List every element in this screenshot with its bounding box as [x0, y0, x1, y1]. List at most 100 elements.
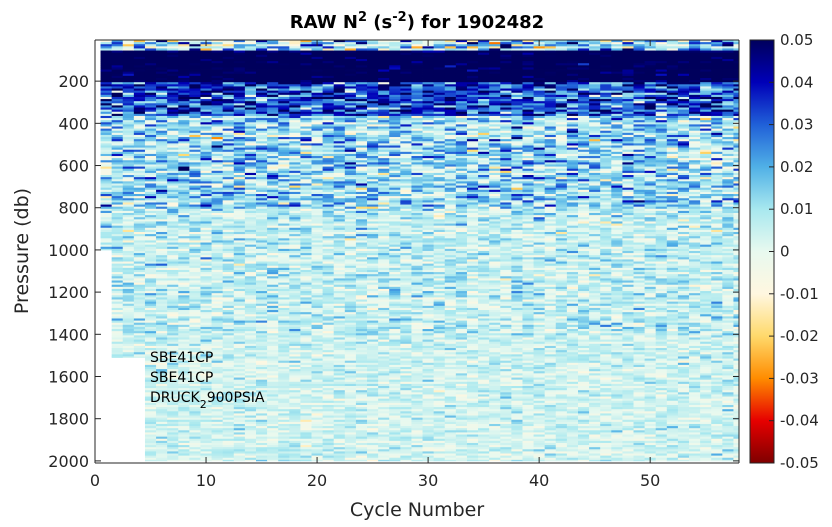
- heatmap-cell: [267, 107, 279, 111]
- heatmap-cell: [122, 250, 135, 254]
- heatmap-cell: [200, 80, 212, 83]
- heatmap-cell: [278, 75, 290, 79]
- heatmap-cell: [156, 172, 168, 176]
- heatmap-cell: [244, 219, 257, 222]
- heatmap-cell: [233, 109, 246, 113]
- heatmap-cell: [156, 386, 168, 389]
- heatmap-cell: [178, 286, 190, 290]
- heatmap-cell: [111, 115, 124, 119]
- heatmap-cell: [256, 274, 268, 277]
- heatmap-cell: [100, 75, 113, 79]
- heatmap-cell: [100, 52, 113, 56]
- heatmap-cell: [256, 259, 268, 262]
- heatmap-cell: [200, 447, 212, 450]
- heatmap-cell: [122, 147, 135, 151]
- heatmap-cell: [167, 172, 179, 176]
- heatmap-cell: [200, 413, 212, 416]
- heatmap-cell: [144, 101, 157, 104]
- heatmap-cell: [267, 130, 279, 134]
- heatmap-cell: [267, 246, 279, 250]
- heatmap-cell: [167, 263, 179, 267]
- heatmap-cell: [144, 73, 157, 77]
- heatmap-cell: [178, 354, 190, 357]
- heatmap-cell: [278, 115, 290, 119]
- heatmap-cell: [144, 137, 157, 140]
- heatmap-cell: [133, 335, 146, 338]
- heatmap-cell: [189, 438, 201, 442]
- heatmap-cell: [233, 286, 246, 290]
- heatmap-cell: [256, 295, 268, 298]
- heatmap-cell: [222, 113, 235, 117]
- heatmap-cell: [222, 259, 235, 262]
- heatmap-cell: [233, 438, 246, 442]
- heatmap-cell: [111, 259, 124, 262]
- heatmap-cell: [178, 394, 190, 397]
- heatmap-cell: [178, 44, 190, 47]
- heatmap-cell: [189, 244, 201, 248]
- heatmap-cell: [156, 221, 168, 224]
- heatmap-cell: [178, 124, 190, 127]
- heatmap-cell: [222, 310, 235, 313]
- heatmap-cell: [200, 191, 212, 195]
- heatmap-cell: [256, 371, 268, 374]
- heatmap-cell: [211, 400, 224, 404]
- heatmap-cell: [200, 242, 212, 246]
- heatmap-cell: [256, 221, 268, 224]
- heatmap-cell: [222, 291, 235, 294]
- heatmap-cell: [133, 293, 146, 296]
- heatmap-cell: [133, 307, 146, 311]
- heatmap-cell: [233, 280, 246, 284]
- heatmap-cell: [167, 105, 179, 108]
- heatmap-cell: [200, 392, 212, 395]
- heatmap-cell: [256, 134, 268, 138]
- heatmap-cell: [133, 343, 146, 347]
- heatmap-cell: [156, 398, 168, 402]
- heatmap-cell: [267, 147, 279, 151]
- heatmap-cell: [178, 364, 190, 368]
- heatmap-cell: [244, 341, 257, 345]
- heatmap-cell: [200, 147, 212, 151]
- heatmap-cell: [222, 225, 235, 229]
- heatmap-cell: [144, 272, 157, 275]
- heatmap-cell: [144, 451, 157, 454]
- heatmap-cell: [244, 183, 257, 186]
- heatmap-cell: [178, 227, 190, 231]
- heatmap-cell: [267, 166, 279, 170]
- heatmap-cell: [178, 202, 190, 205]
- heatmap-cell: [156, 56, 168, 60]
- heatmap-cell: [200, 341, 212, 345]
- heatmap-cell: [111, 134, 124, 138]
- heatmap-cell: [144, 421, 157, 425]
- heatmap-cell: [222, 392, 235, 395]
- heatmap-cell: [156, 417, 168, 421]
- heatmap-cell: [222, 206, 235, 210]
- heatmap-cell: [200, 333, 212, 336]
- heatmap-cell: [178, 105, 190, 108]
- heatmap-cell: [233, 145, 246, 148]
- heatmap-cell: [189, 240, 201, 243]
- heatmap-cell: [244, 386, 257, 389]
- heatmap-cell: [167, 248, 179, 252]
- heatmap-cell: [211, 58, 224, 62]
- heatmap-cell: [178, 94, 190, 98]
- heatmap-cell: [122, 145, 135, 148]
- heatmap-cell: [256, 297, 268, 300]
- heatmap-cell: [100, 99, 113, 102]
- heatmap-cell: [167, 288, 179, 292]
- heatmap-cell: [244, 407, 257, 410]
- heatmap-cell: [189, 434, 201, 438]
- heatmap-cell: [178, 392, 190, 395]
- heatmap-cell: [167, 375, 179, 378]
- heatmap-cell: [122, 126, 135, 130]
- heatmap-cell: [244, 250, 257, 254]
- heatmap-cell: [144, 118, 157, 121]
- heatmap-cell: [222, 191, 235, 195]
- heatmap-cell: [167, 341, 179, 345]
- heatmap-cell: [167, 335, 179, 338]
- heatmap-cell: [222, 318, 235, 321]
- heatmap-cell: [267, 430, 279, 433]
- heatmap-cell: [167, 196, 179, 199]
- heatmap-cell: [178, 141, 190, 144]
- heatmap-cell: [189, 345, 201, 349]
- heatmap-cell: [211, 122, 224, 125]
